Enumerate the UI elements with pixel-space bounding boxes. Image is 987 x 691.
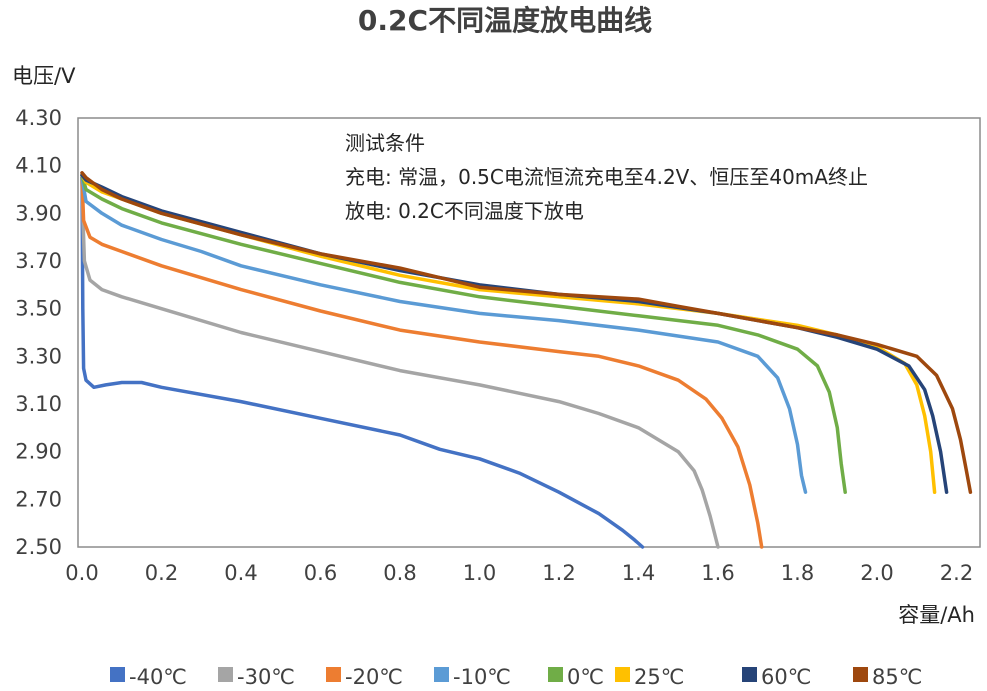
y-tick-label: 3.10 bbox=[15, 392, 62, 416]
y-tick-label: 4.10 bbox=[15, 154, 62, 178]
legend-label: 0℃ bbox=[567, 665, 604, 689]
y-tick-label: 2.50 bbox=[15, 535, 62, 559]
y-tick-label: 2.90 bbox=[15, 440, 62, 464]
legend-swatch bbox=[742, 667, 757, 682]
x-tick-label: 2.0 bbox=[860, 561, 893, 585]
legend-label: -20℃ bbox=[345, 665, 403, 689]
y-tick-label: 3.70 bbox=[15, 249, 62, 273]
x-tick-label: 1.0 bbox=[463, 561, 496, 585]
legend-label: -30℃ bbox=[237, 665, 295, 689]
x-tick-label: 2.2 bbox=[940, 561, 973, 585]
y-tick-label: 3.30 bbox=[15, 344, 62, 368]
series-line bbox=[80, 171, 973, 494]
legend-label: 25℃ bbox=[634, 665, 684, 689]
series-line bbox=[80, 175, 645, 549]
y-tick-label: 3.90 bbox=[15, 201, 62, 225]
series-line bbox=[80, 175, 720, 549]
note-charge: 充电: 常温，0.5C电流恒流充电至4.2V、恒压至40mA终止 bbox=[345, 165, 868, 189]
series-line bbox=[80, 173, 847, 494]
y-axis-label: 电压/V bbox=[12, 64, 76, 88]
legend-label: -10℃ bbox=[453, 665, 511, 689]
legend-swatch bbox=[548, 667, 563, 682]
y-axis: 2.50 2.70 2.90 3.10 3.30 3.50 3.70 3.90 4.10 4.30 bbox=[15, 106, 62, 559]
legend-swatch bbox=[853, 667, 868, 682]
series-line bbox=[80, 175, 808, 494]
plot-area bbox=[77, 117, 981, 548]
legend-label: 60℃ bbox=[761, 665, 811, 689]
series-line bbox=[80, 175, 764, 549]
x-tick-label: 0.8 bbox=[383, 561, 416, 585]
legend-swatch bbox=[615, 667, 630, 682]
legend-swatch bbox=[434, 667, 449, 682]
y-tick-label: 2.70 bbox=[15, 487, 62, 511]
test-conditions-note: 测试条件 充电: 常温，0.5C电流恒流充电至4.2V、恒压至40mA终止 放电… bbox=[345, 131, 868, 223]
legend: -40℃ -30℃ -20℃ -10℃ 0℃ 25℃ 60℃ 85℃ bbox=[110, 665, 922, 689]
x-tick-label: 0.2 bbox=[145, 561, 178, 585]
x-axis-label: 容量/Ah bbox=[898, 603, 975, 627]
x-axis: 0.0 0.2 0.4 0.6 0.8 1.0 1.2 1.4 1.6 1.8 2.0 2.2 bbox=[65, 561, 973, 585]
x-tick-label: 0.0 bbox=[65, 561, 98, 585]
legend-label: 85℃ bbox=[872, 665, 922, 689]
series-lines bbox=[80, 171, 973, 549]
x-tick-label: 1.2 bbox=[542, 561, 575, 585]
note-discharge: 放电: 0.2C不同温度下放电 bbox=[345, 199, 584, 223]
y-tick-label: 4.30 bbox=[15, 106, 62, 130]
legend-label: -40℃ bbox=[129, 665, 187, 689]
y-tick-label: 3.50 bbox=[15, 297, 62, 321]
x-tick-label: 1.4 bbox=[622, 561, 655, 585]
note-heading: 测试条件 bbox=[345, 131, 425, 155]
x-tick-label: 0.6 bbox=[304, 561, 337, 585]
chart-title: 0.2C不同温度放电曲线 bbox=[358, 4, 652, 37]
legend-swatch bbox=[110, 667, 125, 682]
x-tick-label: 1.8 bbox=[781, 561, 814, 585]
legend-swatch bbox=[326, 667, 341, 682]
x-tick-label: 0.4 bbox=[224, 561, 257, 585]
legend-swatch bbox=[218, 667, 233, 682]
x-tick-label: 1.6 bbox=[701, 561, 734, 585]
